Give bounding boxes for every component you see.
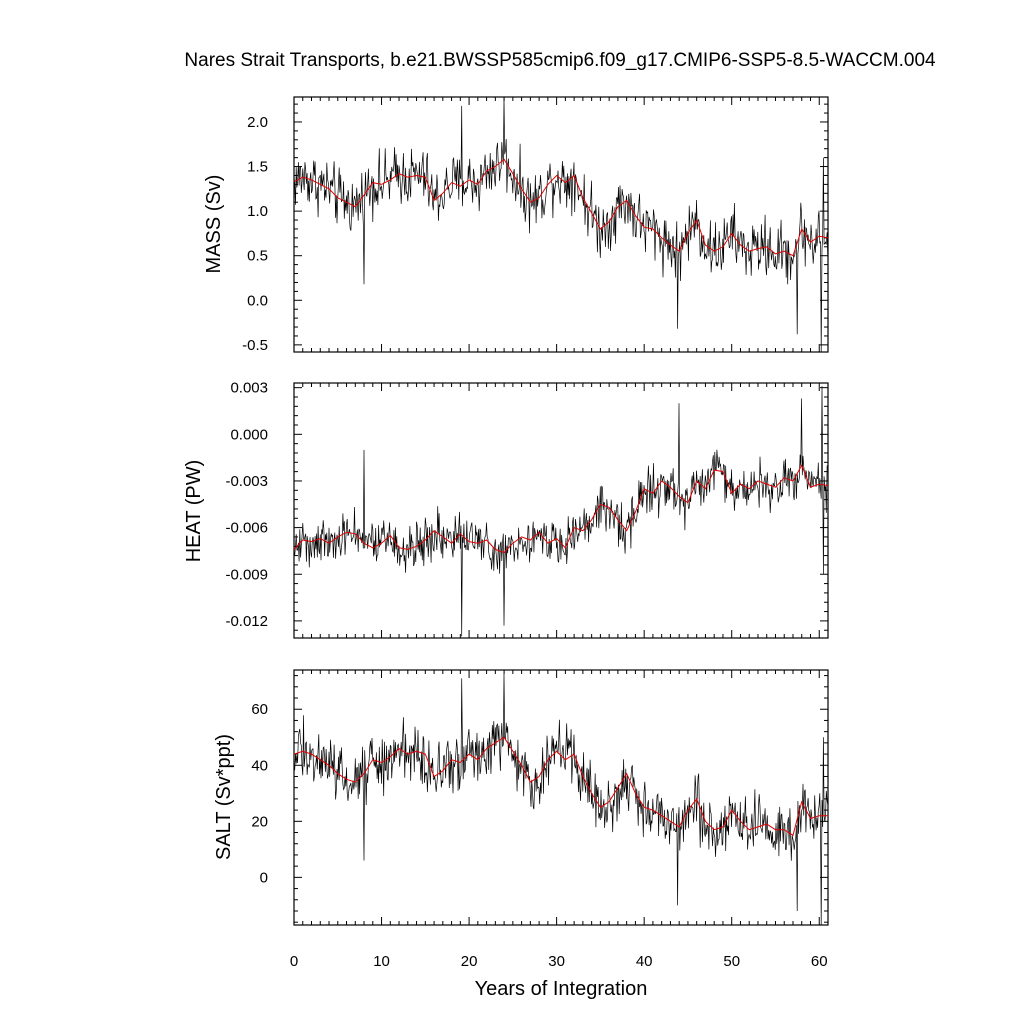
- monthly-line-heat: [294, 386, 828, 637]
- x-axis: 0 10 20 30 40 50 60: [290, 953, 828, 970]
- y-tick-label-heat-2: -0.006: [225, 520, 268, 537]
- y-tick-label-mass-4: 1.5: [247, 159, 268, 176]
- x-axis-label: Years of Integration: [475, 978, 648, 1000]
- y-tick-label-mass-2: 0.5: [247, 248, 268, 265]
- monthly-line-mass: [294, 97, 828, 352]
- plot-frame-mass: [293, 96, 829, 353]
- y-tick-label-salt-3: 60: [251, 701, 268, 718]
- y-axis-label-heat: HEAT (PW): [183, 460, 205, 563]
- y-tick-label-salt-1: 20: [251, 813, 268, 830]
- y-tick-label-heat-0: -0.012: [225, 613, 268, 630]
- y-tick-label-salt-0: 0: [260, 869, 268, 886]
- y-axis-label-mass: MASS (Sv): [203, 175, 225, 274]
- panel-salt: 0 20 40 60 SALT (Sv*ppt): [213, 669, 829, 926]
- plot-frame-heat: [293, 382, 829, 639]
- panel-heat: -0.012 -0.009 -0.006 -0.003 0.000 0.003 HEAT (…: [183, 380, 829, 639]
- y-tick-label-heat-1: -0.009: [225, 566, 268, 583]
- smoothed-line-heat: [294, 464, 828, 554]
- y-tick-label-mass-0: -0.5: [242, 337, 268, 354]
- chart-title: Nares Strait Transports, b.e21.BWSSP585c…: [184, 50, 936, 71]
- x-tick-label-6: 60: [811, 953, 828, 970]
- y-tick-label-heat-4: 0.000: [230, 426, 268, 443]
- y-tick-label-mass-1: 0.0: [247, 292, 268, 309]
- y-tick-label-mass-3: 1.0: [247, 203, 268, 220]
- y-axis-label-salt: SALT (Sv*ppt): [213, 734, 235, 860]
- x-tick-label-5: 50: [723, 953, 740, 970]
- panel-mass: -0.5 0.0 0.5 1.0 1.5 2.0 MASS (Sv): [203, 96, 829, 354]
- x-tick-label-3: 30: [548, 953, 565, 970]
- x-tick-label-0: 0: [290, 953, 298, 970]
- x-tick-label-1: 10: [373, 953, 390, 970]
- x-tick-label-2: 20: [461, 953, 478, 970]
- y-tick-label-heat-3: -0.003: [225, 473, 268, 490]
- y-tick-label-mass-5: 2.0: [247, 114, 268, 131]
- smoothed-line-salt: [294, 736, 828, 837]
- y-tick-label-heat-5: 0.003: [230, 380, 268, 397]
- y-tick-label-salt-2: 40: [251, 757, 268, 774]
- x-tick-label-4: 40: [636, 953, 653, 970]
- smoothed-line-mass: [294, 158, 828, 257]
- plot-frame-salt: [293, 669, 829, 926]
- monthly-line-salt: [294, 672, 828, 925]
